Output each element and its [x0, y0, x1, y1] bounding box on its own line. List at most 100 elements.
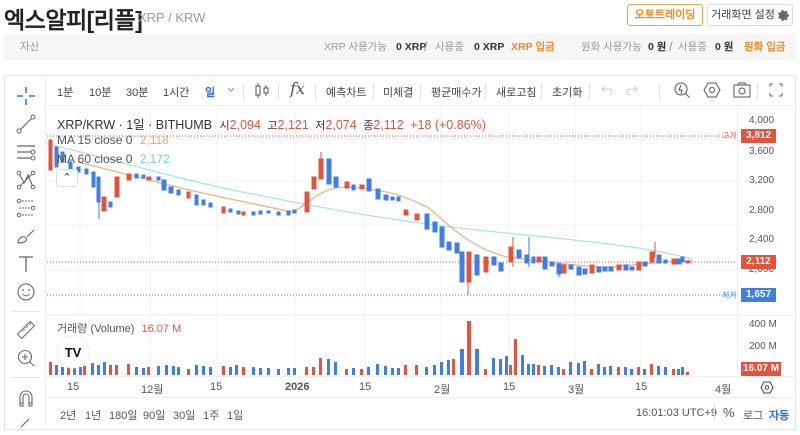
ma60-value: 2,172 — [139, 152, 170, 166]
fib-retracement-icon[interactable] — [15, 197, 37, 219]
range-90d[interactable]: 90일 — [143, 410, 166, 422]
current-volume-badge: 16.07 M — [741, 362, 781, 376]
krw-deposit-link[interactable]: 원화 입금 — [744, 41, 786, 53]
y-tick: 2,000 — [749, 264, 775, 275]
text-icon[interactable] — [15, 253, 37, 275]
current-price-badge: 2,112 — [741, 255, 776, 269]
page-header: 엑스알피[리플] XRP / KRW 오토트레이딩 거래화면 설정 — [0, 0, 800, 33]
krw-in-use-label: 사용중 — [678, 41, 707, 53]
xrp-deposit-link[interactable]: XRP 입금 — [511, 41, 555, 53]
crosshair-icon[interactable] — [15, 85, 37, 107]
zoom-in-icon[interactable] — [15, 347, 37, 369]
x-tick: 15 — [210, 381, 223, 393]
low-marker-label: 저가 — [722, 291, 737, 300]
prediction-chart-button[interactable]: 예측차트 — [326, 87, 367, 99]
xrp-available-value: 0 XRP — [396, 41, 427, 53]
x-tick: 4월 — [715, 384, 732, 396]
trend-line-icon[interactable] — [15, 113, 37, 135]
x-tick: 3월 — [568, 384, 585, 396]
asset-label: 자산 — [20, 41, 40, 53]
avg-buy-price-button[interactable]: 평균매수가 — [431, 87, 482, 99]
screen-settings-button[interactable]: 거래화면 설정 — [707, 4, 793, 26]
symbol-legend: XRP/KRW · 1일 · BITHUMB 시2,094 고2,121 저2,… — [57, 118, 486, 132]
magnet-icon[interactable] — [15, 387, 37, 409]
undo-icon[interactable] — [601, 85, 613, 95]
x-tick: 15 — [359, 381, 372, 393]
tradingview-logo[interactable] — [56, 335, 90, 369]
krw-in-use-value: 0 원 — [715, 41, 734, 53]
collapse-legend-button[interactable]: ⌃ — [56, 169, 78, 187]
range-2y[interactable]: 2년 — [60, 410, 77, 422]
drawing-toolbar — [4, 75, 46, 430]
toolbar-divider — [243, 82, 244, 99]
emoji-icon[interactable] — [15, 281, 37, 303]
log-toggle[interactable]: 로그 — [743, 410, 764, 422]
chevron-down-icon[interactable] — [227, 87, 235, 93]
toolbar-divider-10 — [757, 82, 758, 99]
redo-icon[interactable] — [626, 85, 638, 95]
range-30d[interactable]: 30일 — [173, 410, 196, 422]
open-value: 2,094 — [229, 118, 261, 132]
interval-1d[interactable]: 일 — [205, 87, 216, 99]
interval-1m[interactable]: 1분 — [57, 87, 74, 99]
toolbar-divider-5 — [420, 82, 421, 99]
pattern-icon[interactable] — [15, 169, 37, 191]
percent-toggle[interactable]: % — [723, 405, 735, 420]
refresh-button[interactable]: 새로고침 — [496, 87, 537, 99]
interval-1h[interactable]: 1시간 — [163, 87, 190, 99]
toolbar-divider-3 — [315, 82, 316, 99]
range-1d[interactable]: 1일 — [227, 410, 244, 422]
indicators-icon[interactable]: fx — [290, 79, 305, 98]
volume-tick: 400 M — [749, 319, 777, 330]
auto-trading-button[interactable]: 오토트레이딩 — [627, 4, 703, 26]
gear-icon — [777, 9, 789, 21]
y-tick: 3,600 — [749, 146, 775, 157]
horizontal-lines-icon[interactable] — [15, 141, 37, 163]
low-value: 2,074 — [325, 118, 357, 132]
ma60-legend: MA 60 close 0 2,172 — [57, 152, 170, 166]
bottom-bar: 2년 1년 180일 90일 30일 1주 1일 16:01:03 UTC+9 … — [47, 399, 796, 427]
xrp-in-use-value: 0 XRP — [474, 41, 505, 53]
close-value: 2,112 — [373, 118, 404, 132]
slash-2: / — [669, 39, 673, 54]
sidebar-divider — [12, 311, 40, 312]
unfilled-orders-button[interactable]: 미체결 — [383, 87, 414, 99]
toolbar-divider-6 — [485, 82, 486, 99]
toolbar-divider-8 — [589, 82, 590, 99]
y-tick: 4,000 — [749, 115, 775, 126]
price-chart[interactable]: TV 고가 저가 — [47, 107, 737, 377]
volume-value: 16.07 M — [141, 323, 182, 335]
asset-bar: 자산 XRP 사용가능 0 XRP / 사용중 0 XRP XRP 입금 원화 … — [4, 34, 796, 60]
krw-available-value: 0 원 — [648, 41, 667, 53]
ruler-icon[interactable] — [15, 319, 37, 341]
symbol-name: XRP/KRW · 1일 · BITHUMB — [57, 118, 213, 132]
price-axis[interactable]: 4,000 3,812 3,600 3,200 2,800 2,400 2,00… — [737, 107, 797, 377]
camera-icon[interactable] — [733, 82, 751, 98]
interval-30m[interactable]: 30분 — [126, 87, 149, 99]
axis-settings-icon[interactable] — [760, 381, 774, 394]
candle-type-icon[interactable] — [254, 82, 270, 99]
x-tick: 2026 — [285, 381, 310, 393]
range-180d[interactable]: 180일 — [109, 410, 138, 422]
range-1y[interactable]: 1년 — [85, 410, 102, 422]
candlesticks — [48, 139, 691, 295]
axis-divider — [738, 315, 797, 316]
clock: 16:01:03 UTC+9 — [636, 407, 718, 419]
y-tick: 2,800 — [749, 205, 775, 216]
range-1w[interactable]: 1주 — [203, 410, 220, 422]
fullscreen-icon[interactable] — [769, 83, 783, 97]
x-tick: 15 — [67, 381, 80, 393]
ma15-value: 2,118 — [139, 133, 169, 147]
reset-button[interactable]: 초기화 — [552, 87, 583, 99]
time-axis[interactable]: 15 12월 15 2026 15 2월 15 3월 15 4월 — [47, 376, 796, 398]
sidebar-divider-2 — [12, 377, 40, 378]
quick-search-icon[interactable] — [673, 81, 691, 99]
page-title: 엑스알피[리플] — [4, 7, 143, 33]
settings-hex-icon[interactable] — [703, 82, 721, 98]
lock-drawing-icon[interactable] — [15, 413, 37, 435]
high-marker-label: 고가 — [722, 131, 737, 140]
brush-icon[interactable] — [15, 225, 37, 247]
auto-scale-toggle[interactable]: 자동 — [769, 410, 790, 422]
pair-label: XRP / KRW — [138, 10, 206, 25]
interval-10m[interactable]: 10분 — [89, 87, 112, 99]
